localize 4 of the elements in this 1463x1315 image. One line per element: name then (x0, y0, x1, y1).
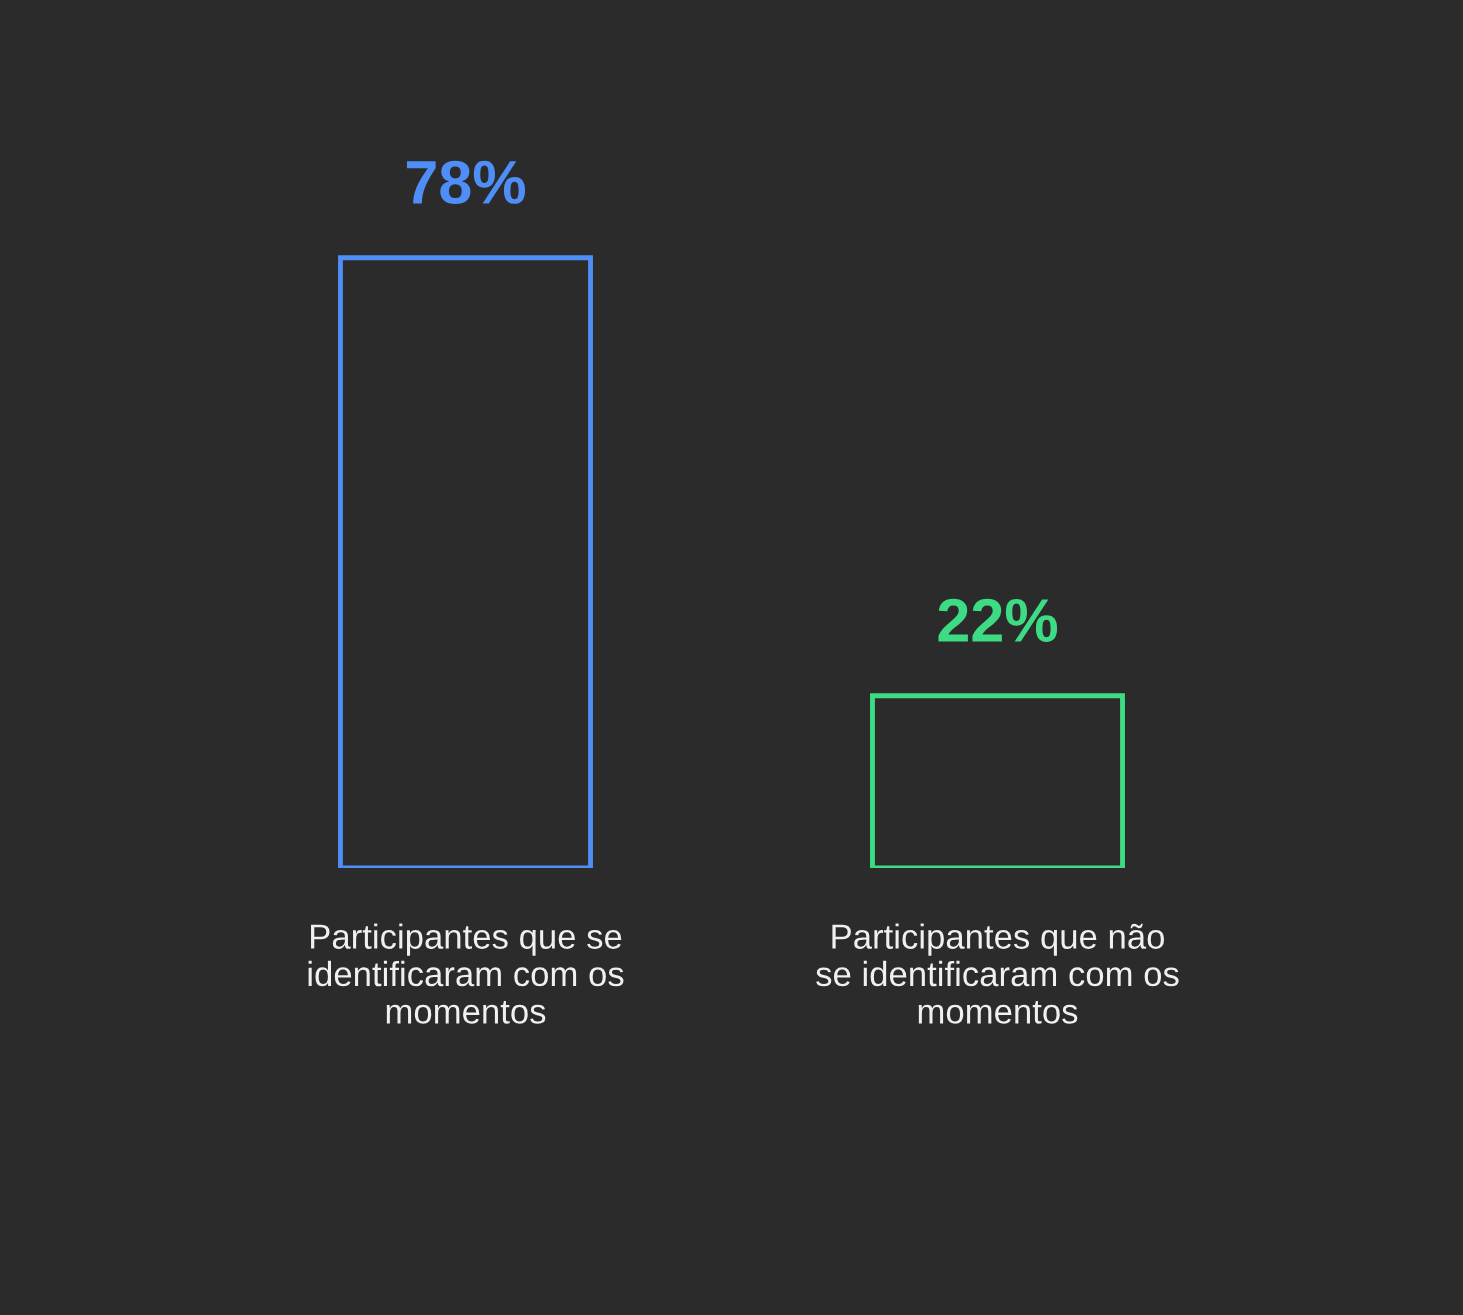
data-label: 78% (406, 160, 526, 204)
data-label: 22% (938, 598, 1058, 642)
x-tick-label: Participantes que se identificaram com os momentos (308, 923, 624, 1024)
x-tick-label: Participantes que não se identificaram com os momentos (816, 923, 1179, 1024)
